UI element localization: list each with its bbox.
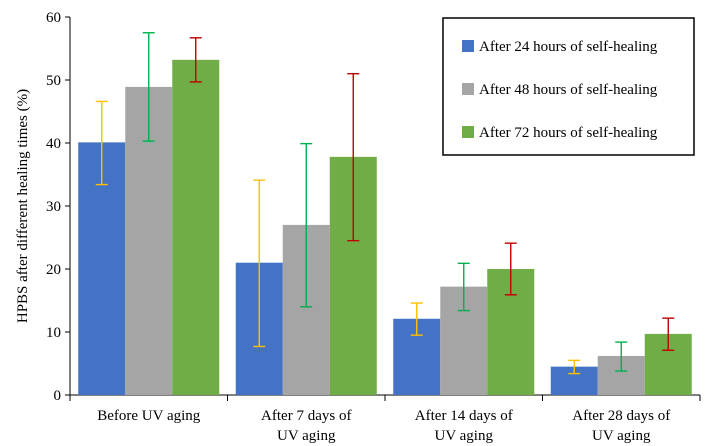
legend-label: After 48 hours of self-healing: [479, 82, 658, 98]
y-axis-label: HPBS after different healing times (%): [15, 89, 31, 323]
legend-swatch: [462, 83, 474, 95]
x-tick-label-line: UV aging: [277, 428, 336, 444]
y-tick-label: 20: [46, 262, 61, 278]
y-tick-label: 40: [46, 136, 61, 152]
legend: After 24 hours of self-healing After 48 h…: [442, 17, 695, 156]
y-tick-label: 60: [46, 10, 61, 26]
x-tick-label-line: After 14 days of: [415, 408, 513, 424]
legend-label: After 24 hours of self-healing: [479, 39, 658, 55]
plot-area: 0 10 20 30 40 50 60 Before UV aging After 7 days…: [46, 10, 701, 444]
y-tick-label: 30: [46, 199, 61, 215]
x-tick-label-line: Before UV aging: [97, 408, 201, 424]
legend-label: After 72 hours of self-healing: [479, 125, 658, 141]
y-tick-label: 50: [46, 73, 61, 89]
y-tick-label: 10: [46, 325, 61, 341]
x-tick-label-line: UV aging: [592, 428, 651, 444]
x-tick-label: After 28 days of UV aging: [572, 408, 670, 444]
bar: [172, 59, 220, 396]
legend-swatch: [462, 126, 474, 138]
x-tick-label: After 7 days of UV aging: [261, 408, 351, 444]
x-tick-label-line: After 7 days of: [261, 408, 351, 424]
x-tick-label: Before UV aging: [97, 408, 201, 424]
legend-swatch: [462, 40, 474, 52]
x-tick-label: After 14 days of UV aging: [415, 408, 513, 444]
legend-box: [442, 17, 695, 156]
y-tick-label: 0: [54, 388, 62, 404]
x-tick-label-line: After 28 days of: [572, 408, 670, 424]
x-tick-label-line: UV aging: [435, 428, 494, 444]
